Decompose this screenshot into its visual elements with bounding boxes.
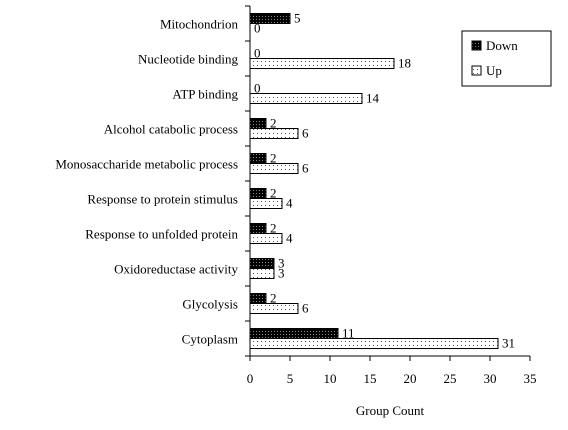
bar-down-cytoplasm: [249, 328, 339, 339]
value-label-up-glycolysis: 6: [302, 301, 309, 316]
x-tick-label: 15: [364, 371, 377, 386]
x-tick-label: 10: [324, 371, 337, 386]
bar-up-nucleotide-binding: [249, 58, 395, 69]
value-label-up-monosaccharide-metabolic-process: 6: [302, 161, 309, 176]
value-label-down-oxidoreductase-activity: 3: [278, 256, 285, 271]
value-label-down-cytoplasm: 11: [342, 326, 355, 341]
x-axis-title: Group Count: [356, 403, 425, 418]
legend-swatch-down: [471, 40, 482, 51]
legend: Down Up: [461, 30, 552, 87]
bars-layer: [249, 13, 499, 349]
value-label-up-mitochondrion: 0: [254, 21, 261, 36]
bar-down-response-to-unfolded-protein: [249, 223, 267, 234]
category-label-cytoplasm: Cytoplasm: [182, 332, 238, 347]
legend-label-down: Down: [486, 38, 518, 53]
bar-up-cytoplasm: [249, 338, 499, 349]
legend-label-up: Up: [486, 63, 502, 78]
category-label-response-to-unfolded-protein: Response to unfolded protein: [85, 227, 238, 242]
category-label-mitochondrion: Mitochondrion: [160, 17, 238, 32]
category-label-atp-binding: ATP binding: [172, 87, 238, 102]
value-label-up-atp-binding: 14: [366, 91, 380, 106]
value-label-down-mitochondrion: 5: [294, 11, 301, 26]
value-label-down-response-to-unfolded-protein: 2: [270, 221, 277, 236]
bar-up-response-to-unfolded-protein: [249, 233, 283, 244]
value-label-up-nucleotide-binding: 18: [398, 56, 411, 71]
x-tick-label: 25: [444, 371, 457, 386]
category-label-nucleotide-binding: Nucleotide binding: [138, 52, 239, 67]
bar-down-glycolysis: [249, 293, 267, 304]
value-label-down-nucleotide-binding: 0: [254, 46, 261, 61]
bar-down-monosaccharide-metabolic-process: [249, 153, 267, 164]
category-label-oxidoreductase-activity: Oxidoreductase activity: [114, 262, 238, 277]
value-label-up-response-to-protein-stimulus: 4: [286, 196, 293, 211]
bar-down-alcohol-catabolic-process: [249, 118, 267, 129]
value-label-down-monosaccharide-metabolic-process: 2: [270, 151, 277, 166]
x-tick-label: 5: [287, 371, 294, 386]
x-tick-label: 20: [404, 371, 417, 386]
x-tick-label: 0: [247, 371, 254, 386]
value-label-up-cytoplasm: 31: [502, 336, 515, 351]
bar-up-oxidoreductase-activity: [249, 268, 275, 279]
legend-box: [461, 30, 552, 87]
value-label-down-atp-binding: 0: [254, 81, 261, 96]
x-tick-label: 35: [524, 371, 537, 386]
value-label-up-alcohol-catabolic-process: 6: [302, 126, 309, 141]
bar-up-atp-binding: [249, 93, 363, 104]
bar-down-oxidoreductase-activity: [249, 258, 275, 269]
bar-down-response-to-protein-stimulus: [249, 188, 267, 199]
bar-up-response-to-protein-stimulus: [249, 198, 283, 209]
value-label-up-oxidoreductase-activity: 3: [278, 266, 285, 281]
x-tick-label: 30: [484, 371, 497, 386]
category-label-response-to-protein-stimulus: Response to protein stimulus: [87, 192, 238, 207]
category-labels: 5 0 Mitochondrion 0 18 Nucleotide binding 0 14 A…: [55, 11, 515, 351]
category-label-glycolysis: Glycolysis: [182, 297, 238, 312]
legend-swatch-up: [471, 65, 482, 76]
value-label-down-alcohol-catabolic-process: 2: [270, 116, 277, 131]
category-label-alcohol-catabolic-process: Alcohol catabolic process: [104, 122, 238, 137]
value-label-down-glycolysis: 2: [270, 291, 277, 306]
value-label-up-response-to-unfolded-protein: 4: [286, 231, 293, 246]
category-label-monosaccharide-metabolic-process: Monosaccharide metabolic process: [55, 157, 238, 172]
value-label-down-response-to-protein-stimulus: 2: [270, 186, 277, 201]
